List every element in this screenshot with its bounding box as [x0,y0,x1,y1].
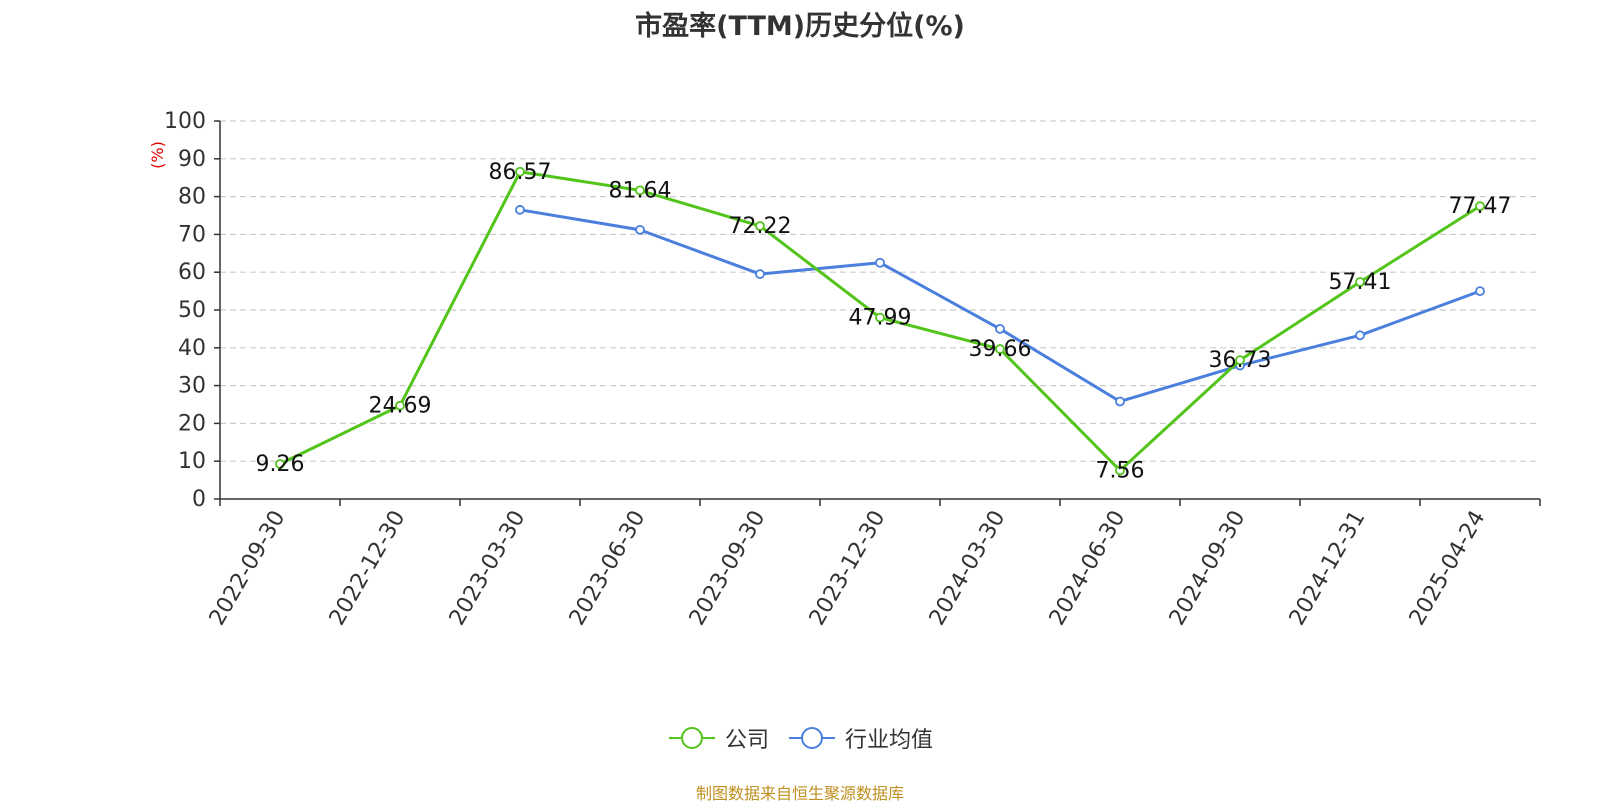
legend: 公司 行业均值 [0,722,1600,754]
data-point [515,204,525,215]
x-tick-label: 2025-04-24 [1405,507,1491,630]
series-layer [275,166,1485,476]
y-tick-label: 10 [178,449,206,474]
data-label: 39.66 [969,337,1032,362]
x-tick-label: 2024-03-30 [925,507,1011,630]
data-label: 72.22 [729,214,792,239]
data-label: 36.73 [1209,348,1272,373]
series-line-1 [519,208,1481,403]
x-tick-label: 2022-12-30 [325,507,411,630]
legend-swatch-industry-avg [787,726,837,750]
data-point [635,185,645,196]
data-point [755,221,765,231]
x-tick-label: 2023-06-30 [565,507,651,630]
x-tick-label: 2022-09-30 [205,507,291,630]
y-tick-label: 0 [192,487,206,512]
data-label: 81.64 [609,178,672,203]
y-tick-label: 80 [178,185,206,210]
data-label: 86.57 [489,160,552,185]
data-point [995,323,1005,334]
legend-swatch-company [667,726,717,750]
data-point [515,166,525,177]
x-tick-label: 2023-12-30 [805,507,891,630]
x-tick-label: 2024-06-30 [1045,507,1131,630]
y-tick-label: 50 [178,298,206,323]
source-note: 制图数据来自恒生聚源数据库 [695,784,904,803]
data-label: 7.56 [1096,458,1145,483]
y-axis-label: (%) [148,141,167,169]
data-point [1355,277,1365,287]
y-tick-label: 20 [178,411,206,436]
y-tick-label: 40 [178,336,206,361]
x-tick-label: 2024-09-30 [1165,507,1251,630]
data-point [275,459,285,469]
chart-title: 市盈率(TTM)历史分位(%) [635,11,965,42]
legend-label-industry-avg: 行业均值 [845,728,934,753]
legend-item-company[interactable]: 公司 [667,722,769,754]
data-point [395,400,405,411]
data-label-layer: 9.26 24.69 86.57 81.64 72.22 47.99 39.66 7.56 36… [256,160,1512,484]
data-label: 57.41 [1329,270,1392,295]
y-tick-label: 30 [178,374,206,399]
data-point [875,312,885,323]
x-tick-label: 2024-12-31 [1285,507,1371,630]
data-point [995,344,1005,354]
data-point [1235,355,1245,366]
x-tick-label: 2023-03-30 [445,507,531,630]
y-tick-label: 100 [164,109,206,134]
data-label: 77.47 [1449,194,1512,219]
data-label: 24.69 [369,394,432,419]
data-point [1355,330,1365,341]
data-point [1115,465,1125,476]
data-point [635,224,645,235]
y-tick-label: 90 [178,147,206,172]
x-tick-label: 2023-09-30 [685,507,771,630]
data-label: 47.99 [849,306,912,331]
y-tick-label: 60 [178,260,206,285]
data-point [1115,396,1125,407]
y-tick-label: 70 [178,222,206,247]
data-point [755,269,765,279]
data-point [1475,286,1485,297]
axis-layer: 0 10 20 30 40 50 60 70 80 90 100 (%) 2022-09-30 2022-… [148,109,1541,630]
legend-label-company: 公司 [724,728,769,753]
data-point [875,257,885,268]
data-label: 9.26 [256,452,305,477]
legend-item-industry-avg[interactable]: 行业均值 [787,722,933,754]
grid-layer [220,120,1540,462]
data-point [1475,201,1485,212]
